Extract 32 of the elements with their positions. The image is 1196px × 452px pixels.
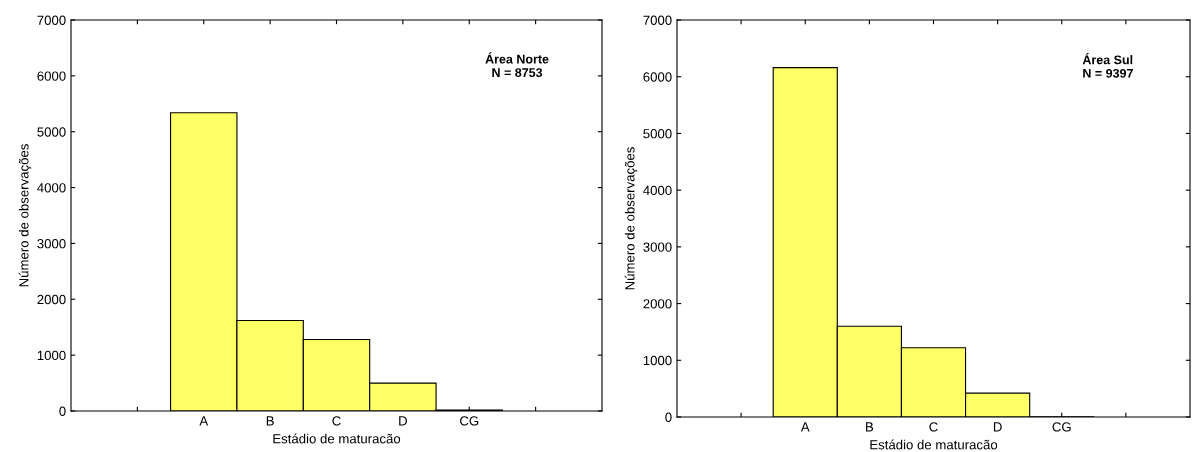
y-tick-label: 4000 bbox=[643, 185, 672, 196]
y-tick-label: 2000 bbox=[37, 294, 66, 305]
y-tick-label: 7000 bbox=[37, 15, 66, 25]
x-axis-title: Estádio de maturacão bbox=[273, 433, 401, 444]
y-tick-label: 2000 bbox=[643, 299, 672, 309]
y-tick-label: 7000 bbox=[643, 15, 672, 25]
x-tick-label: C bbox=[929, 422, 938, 432]
annotation: Área Norte N = 8753 bbox=[485, 52, 549, 78]
y-tick-label: 1000 bbox=[643, 355, 672, 366]
y-tick-label: 3000 bbox=[37, 239, 66, 249]
x-tick-label: C bbox=[332, 416, 341, 426]
y-tick-label: 3000 bbox=[643, 242, 672, 252]
y-tick-label: 4000 bbox=[37, 183, 66, 193]
x-tick-label: CG bbox=[1052, 422, 1071, 432]
y-axis-title: Número de observações bbox=[18, 144, 32, 287]
y-tick-label: 6000 bbox=[643, 72, 672, 82]
x-axis-title: Estádio de maturacão bbox=[870, 439, 998, 450]
y-tick-label: 0 bbox=[665, 412, 672, 422]
x-tick-label: A bbox=[199, 416, 209, 426]
x-tick-label: B bbox=[866, 422, 874, 432]
y-tick-label: 6000 bbox=[37, 71, 66, 81]
y-tick-label: 0 bbox=[59, 406, 66, 416]
annotation: Área Sul N = 9397 bbox=[1082, 53, 1133, 78]
x-tick-label: B bbox=[266, 416, 274, 426]
x-tick-label: A bbox=[800, 422, 810, 432]
y-tick-label: 1000 bbox=[37, 350, 66, 361]
y-tick-label: 5000 bbox=[37, 127, 66, 137]
y-axis-title: Número de observações bbox=[624, 147, 638, 290]
y-tick-label: 5000 bbox=[643, 129, 672, 139]
x-tick-label: D bbox=[399, 416, 408, 426]
x-tick-label: D bbox=[993, 422, 1002, 432]
x-tick-label: CG bbox=[460, 416, 479, 426]
